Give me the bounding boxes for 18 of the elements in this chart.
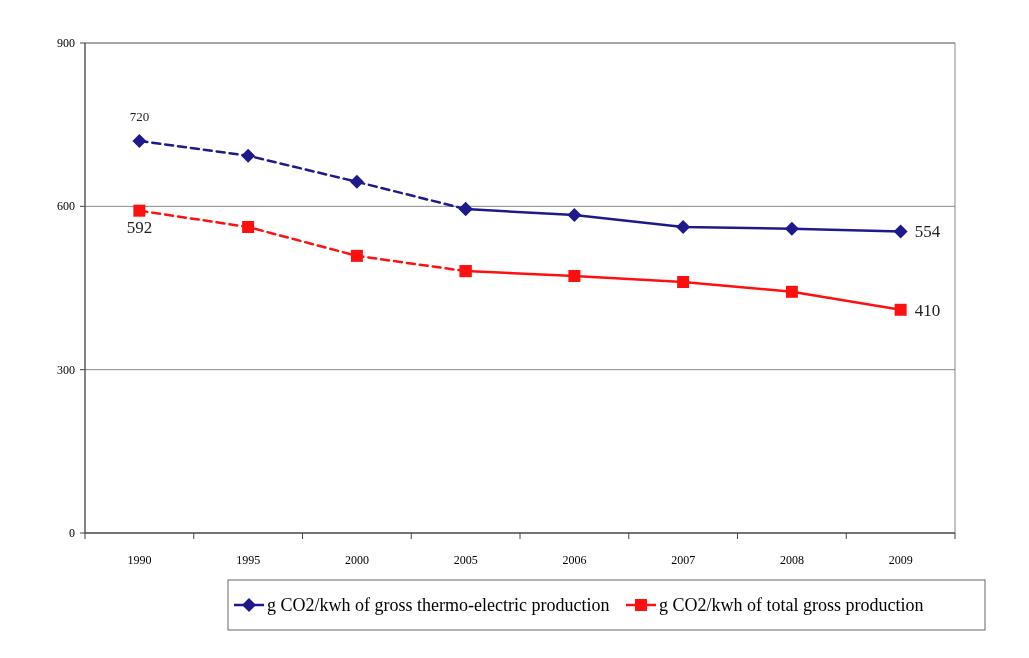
y-tick-label: 600 <box>57 199 75 214</box>
x-tick-label: 2007 <box>671 553 696 567</box>
x-tick-label: 2006 <box>562 553 587 567</box>
x-tick-label: 2000 <box>344 553 369 567</box>
data-label: 720 <box>129 109 150 124</box>
x-tick-label: 1990 <box>127 553 152 567</box>
y-tick-label: 300 <box>57 362 75 377</box>
x-tick-label: 2009 <box>888 553 913 567</box>
x-tick-label: 2008 <box>779 553 804 567</box>
legend-label: g CO2/kwh of total gross production <box>659 595 924 615</box>
data-label: 592 <box>126 217 153 237</box>
legend-label: g CO2/kwh of gross thermo-electric production <box>267 595 610 615</box>
data-label: 554 <box>914 222 941 242</box>
y-tick-label: 0 <box>69 526 75 540</box>
data-label: 410 <box>914 300 941 320</box>
y-tick-label: 900 <box>57 36 75 50</box>
x-tick-label: 1995 <box>236 553 261 567</box>
x-tick-label: 2005 <box>453 553 478 567</box>
